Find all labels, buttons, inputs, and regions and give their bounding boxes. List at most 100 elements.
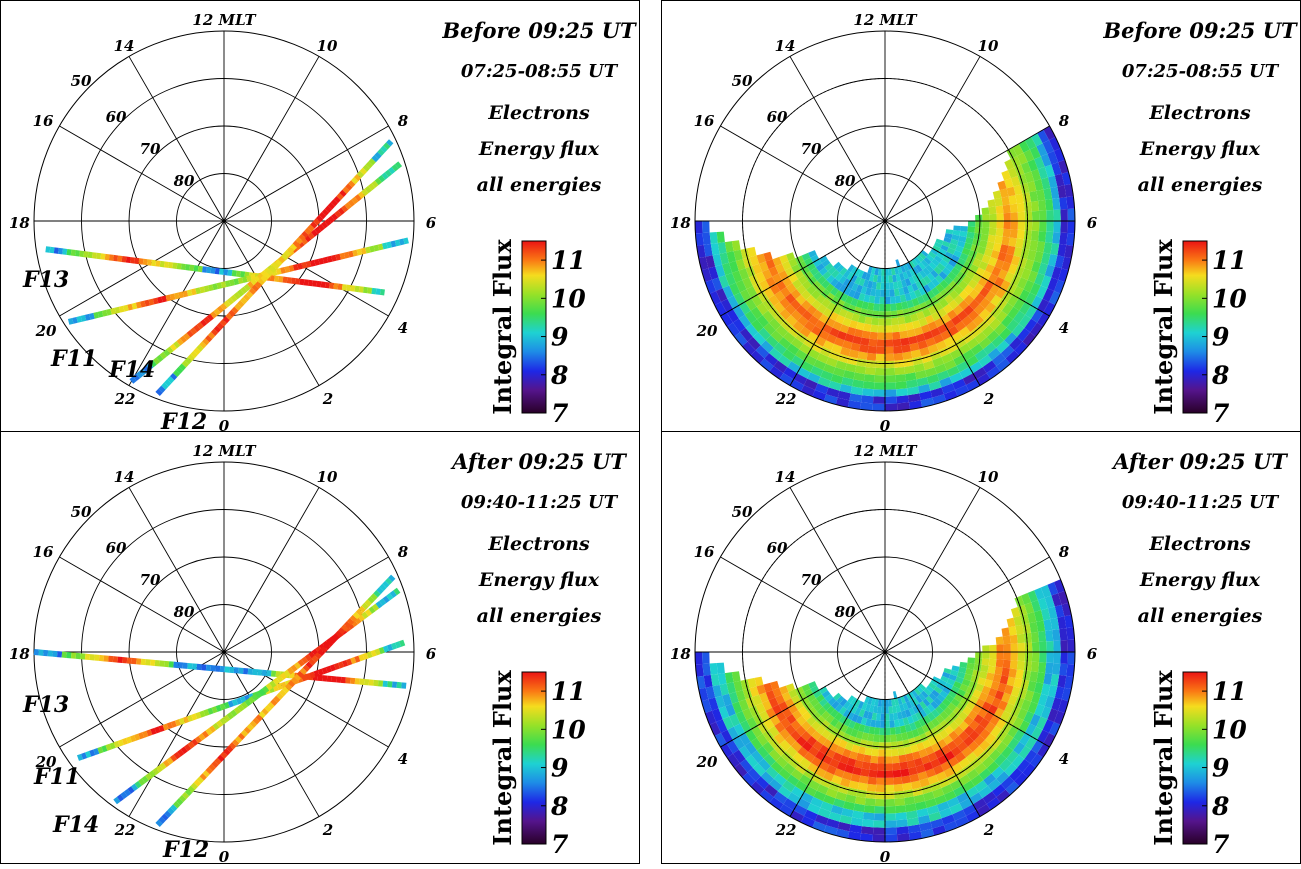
track-segment xyxy=(236,274,240,275)
track-segment xyxy=(186,746,190,749)
track-segment xyxy=(377,603,381,606)
mlt-label: 6 xyxy=(426,645,437,663)
track-segment xyxy=(281,691,284,694)
flux-cell xyxy=(868,346,877,354)
track-segment xyxy=(319,671,323,672)
mlt-label: 8 xyxy=(398,112,409,130)
colorbar xyxy=(1183,672,1207,844)
track-segment xyxy=(81,318,85,319)
track-segment xyxy=(373,183,376,186)
flux-cell xyxy=(885,806,896,814)
track-segment xyxy=(50,250,54,251)
track-segment xyxy=(380,292,384,293)
track-segment xyxy=(376,651,380,652)
flux-cell xyxy=(996,652,1003,660)
mlt-spoke-10 xyxy=(885,487,980,652)
flux-cell xyxy=(869,770,878,778)
flux-cell xyxy=(899,324,907,332)
flux-cell xyxy=(874,389,886,397)
flux-cell xyxy=(1031,201,1039,212)
track-segment xyxy=(323,260,327,261)
flux-cell xyxy=(879,304,885,311)
track-segment xyxy=(324,211,327,214)
flux-cell xyxy=(878,318,885,325)
track-segment xyxy=(168,760,172,763)
track-segment xyxy=(374,247,378,248)
track-segment xyxy=(131,738,135,739)
track-segment xyxy=(347,661,351,662)
track-segment xyxy=(254,287,257,290)
flux-cell xyxy=(1009,195,1017,205)
track-segment xyxy=(181,267,185,268)
flux-cell xyxy=(975,215,982,221)
track-segment xyxy=(269,271,272,274)
mlt-label: 4 xyxy=(398,319,408,337)
flux-cell xyxy=(989,214,996,221)
track-segment xyxy=(184,794,187,797)
track-segment xyxy=(315,673,319,674)
track-segment xyxy=(169,809,172,812)
track-segment xyxy=(400,241,404,242)
track-segment xyxy=(374,606,378,609)
flux-cell xyxy=(870,325,878,333)
mlat-label: 70 xyxy=(801,140,822,158)
track-segment xyxy=(334,286,338,287)
colorbar-label: Integral Flux xyxy=(1149,239,1178,415)
track-segment xyxy=(310,654,314,657)
track-segment xyxy=(302,265,306,266)
track-segment xyxy=(298,239,301,242)
flux-cell xyxy=(1010,204,1018,213)
flux-cell xyxy=(1011,212,1018,221)
track-segment xyxy=(249,283,252,286)
mlt-spoke-10 xyxy=(224,487,319,652)
mlt-label: 20 xyxy=(35,322,57,340)
track-segment xyxy=(376,291,380,292)
track-segment xyxy=(169,378,172,381)
mlt-label: 14 xyxy=(114,468,135,486)
flux-cell xyxy=(896,812,907,820)
track-segment xyxy=(160,264,164,265)
colorbar-label: Integral Flux xyxy=(488,670,517,846)
flux-cell xyxy=(896,819,908,827)
track-segment xyxy=(155,360,158,363)
mlt-label: 18 xyxy=(9,645,30,663)
track-segment xyxy=(175,295,179,296)
track-segment xyxy=(231,312,234,315)
track-segment xyxy=(311,263,315,264)
mlt-label: 2 xyxy=(322,821,333,839)
track-segment xyxy=(135,736,139,737)
track-segment xyxy=(82,755,86,756)
flux-cell xyxy=(1010,660,1018,669)
track-segment xyxy=(290,682,293,685)
track-segment xyxy=(94,751,98,752)
track-segment xyxy=(261,713,264,716)
track-segment xyxy=(219,271,223,272)
track-segment xyxy=(329,285,333,286)
flux-cell xyxy=(996,228,1004,236)
flux-cell xyxy=(893,691,897,699)
track-segment xyxy=(193,785,196,788)
track-segment xyxy=(362,251,366,252)
mlt-label: 4 xyxy=(1059,750,1069,768)
track-segment xyxy=(221,284,225,285)
track-segment xyxy=(266,274,269,277)
track-segment xyxy=(221,720,225,723)
flux-cell xyxy=(1017,203,1025,213)
flux-cell xyxy=(880,728,885,735)
flux-cell xyxy=(982,207,990,214)
track-segment xyxy=(172,346,175,349)
track-segment xyxy=(107,312,111,313)
mlt-spoke-14 xyxy=(129,56,224,221)
track-segment xyxy=(215,311,218,314)
track-segment xyxy=(388,595,392,598)
flux-cell xyxy=(885,404,897,412)
track-segment xyxy=(229,703,233,704)
flux-cell xyxy=(874,820,886,828)
flux-cell xyxy=(894,360,904,368)
flux-cell xyxy=(1059,628,1067,640)
track-segment xyxy=(393,166,396,169)
track-segment xyxy=(161,388,164,391)
track-segment xyxy=(166,381,169,384)
